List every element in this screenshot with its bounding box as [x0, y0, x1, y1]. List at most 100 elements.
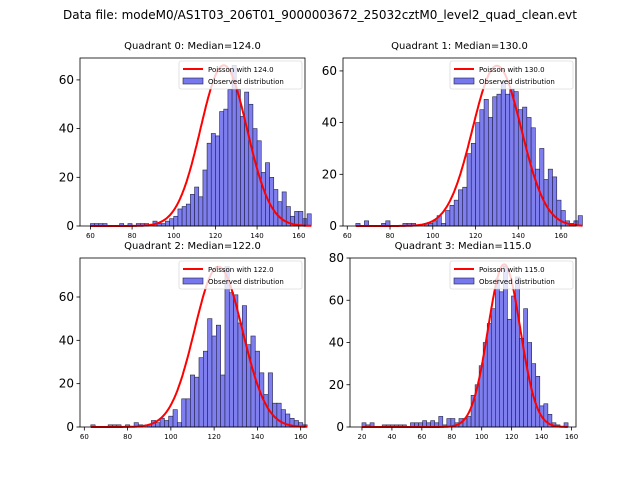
histogram-bar [219, 111, 225, 227]
histogram-bar [169, 218, 175, 227]
y-tick-label: 40 [322, 116, 337, 130]
histogram-bar [445, 210, 451, 227]
legend-box [178, 260, 303, 290]
histogram-bar [475, 122, 481, 227]
x-tick-label: 120 [209, 232, 222, 240]
x-tick-label: 140 [512, 232, 525, 240]
x-tick-label: 60 [80, 433, 89, 441]
x-tick-label: 100 [164, 433, 177, 441]
histogram-bar [227, 89, 233, 227]
histogram-bar [241, 305, 247, 428]
y-tick-label: 0 [336, 420, 344, 434]
y-tick-label: 40 [59, 122, 74, 136]
histogram-bar [479, 109, 485, 227]
x-tick-label: 100 [167, 232, 180, 240]
histogram-bar [220, 374, 226, 428]
histogram-bar [172, 409, 178, 428]
y-tick-label: 20 [59, 377, 74, 391]
y-tick-label: 40 [329, 336, 344, 350]
x-tick-label: 20 [358, 433, 367, 441]
x-tick-label: 60 [343, 232, 352, 240]
legend-label-observed: Observed distribution [479, 78, 555, 86]
histogram-bar [215, 324, 221, 428]
histogram-bar [185, 398, 191, 428]
histogram-bar [306, 213, 312, 227]
x-tick-label: 160 [292, 232, 305, 240]
legend-box [449, 260, 574, 290]
quadrant-1-title: Quadrant 1: Median=130.0 [391, 41, 528, 52]
histogram-bar [240, 116, 245, 227]
x-tick-label: 140 [250, 232, 263, 240]
histogram-bar [237, 322, 243, 428]
legend-label-observed: Observed distribution [208, 78, 284, 86]
histogram-bar [470, 142, 476, 227]
histogram-bar [458, 189, 464, 227]
legend-bar-swatch [182, 77, 204, 85]
y-tick-label: 20 [59, 170, 74, 184]
histogram-bar [462, 186, 468, 227]
histogram-bar [155, 422, 161, 428]
histogram-bar [519, 337, 524, 428]
histogram-bar [224, 266, 230, 428]
histogram-bar [500, 80, 506, 227]
histogram-bar [577, 215, 583, 227]
histogram-bar [267, 372, 273, 428]
histogram-bar [198, 357, 204, 428]
histogram-bar [159, 418, 165, 428]
x-tick-label: 140 [535, 433, 548, 441]
histogram-bar [223, 108, 229, 227]
histogram-bar [466, 416, 472, 428]
histogram-bar [194, 186, 200, 227]
histogram-bar [203, 350, 208, 428]
histogram-bar [198, 196, 204, 227]
x-tick-label: 80 [386, 232, 395, 240]
axes-frame [79, 57, 306, 227]
quadrant-3-axes: Quadrant 3: Median=115.0 0 20 40 60 80 20 40 60 8… [329, 241, 578, 441]
histogram-bar [483, 99, 489, 227]
x-tick-label: 80 [123, 433, 132, 441]
y-tick-label: 60 [329, 293, 344, 307]
histogram-bar [231, 65, 237, 227]
histogram-bar [277, 201, 283, 227]
histogram-bar [535, 375, 541, 428]
histogram-bar [496, 93, 502, 227]
histogram-bar [228, 292, 234, 428]
histogram-bar [511, 295, 516, 428]
x-tick-label: 120 [469, 232, 482, 240]
histogram-bar [207, 318, 213, 428]
legend-label-poisson: Poisson with 124.0 [208, 66, 274, 74]
y-tick-label: 0 [329, 219, 337, 233]
legend-bar-swatch [453, 277, 475, 285]
histogram-bar [298, 211, 304, 227]
histogram-bar [235, 89, 241, 227]
x-tick-label: 60 [417, 433, 426, 441]
histogram-bar [276, 402, 282, 428]
y-tick-label: 80 [329, 251, 344, 265]
histogram-bar [507, 318, 512, 428]
histogram-bar [181, 206, 187, 227]
histogram-bar [526, 117, 532, 227]
quadrant-2-axes: Quadrant 2: Median=122.0 0 20 40 60 60 80 100 12… [59, 241, 308, 441]
histogram-bar [177, 422, 182, 428]
y-tick-label: 20 [322, 167, 337, 181]
axes-frame [342, 57, 577, 227]
histogram-bar [168, 415, 174, 428]
histogram-bar [206, 142, 212, 227]
histogram-bar [269, 177, 275, 227]
quadrant-2-title: Quadrant 2: Median=122.0 [124, 241, 261, 252]
histogram-bar [173, 215, 179, 227]
histogram-bar [215, 135, 220, 227]
legend-label-poisson: Poisson with 130.0 [479, 66, 545, 74]
x-tick-label: 100 [426, 232, 439, 240]
histogram-bar [263, 394, 269, 428]
x-tick-label: 80 [447, 433, 456, 441]
legend-label-observed: Observed distribution [479, 278, 555, 286]
quadrant-0-axes: Quadrant 0: Median=124.0 0 20 40 60 60 80 100 12… [59, 41, 312, 240]
histogram-bar [252, 128, 258, 227]
histogram-bar [495, 278, 500, 428]
histogram-bar [211, 335, 217, 428]
histogram-bar [488, 117, 493, 227]
histogram-bar [438, 416, 444, 428]
y-tick-label: 60 [59, 290, 74, 304]
